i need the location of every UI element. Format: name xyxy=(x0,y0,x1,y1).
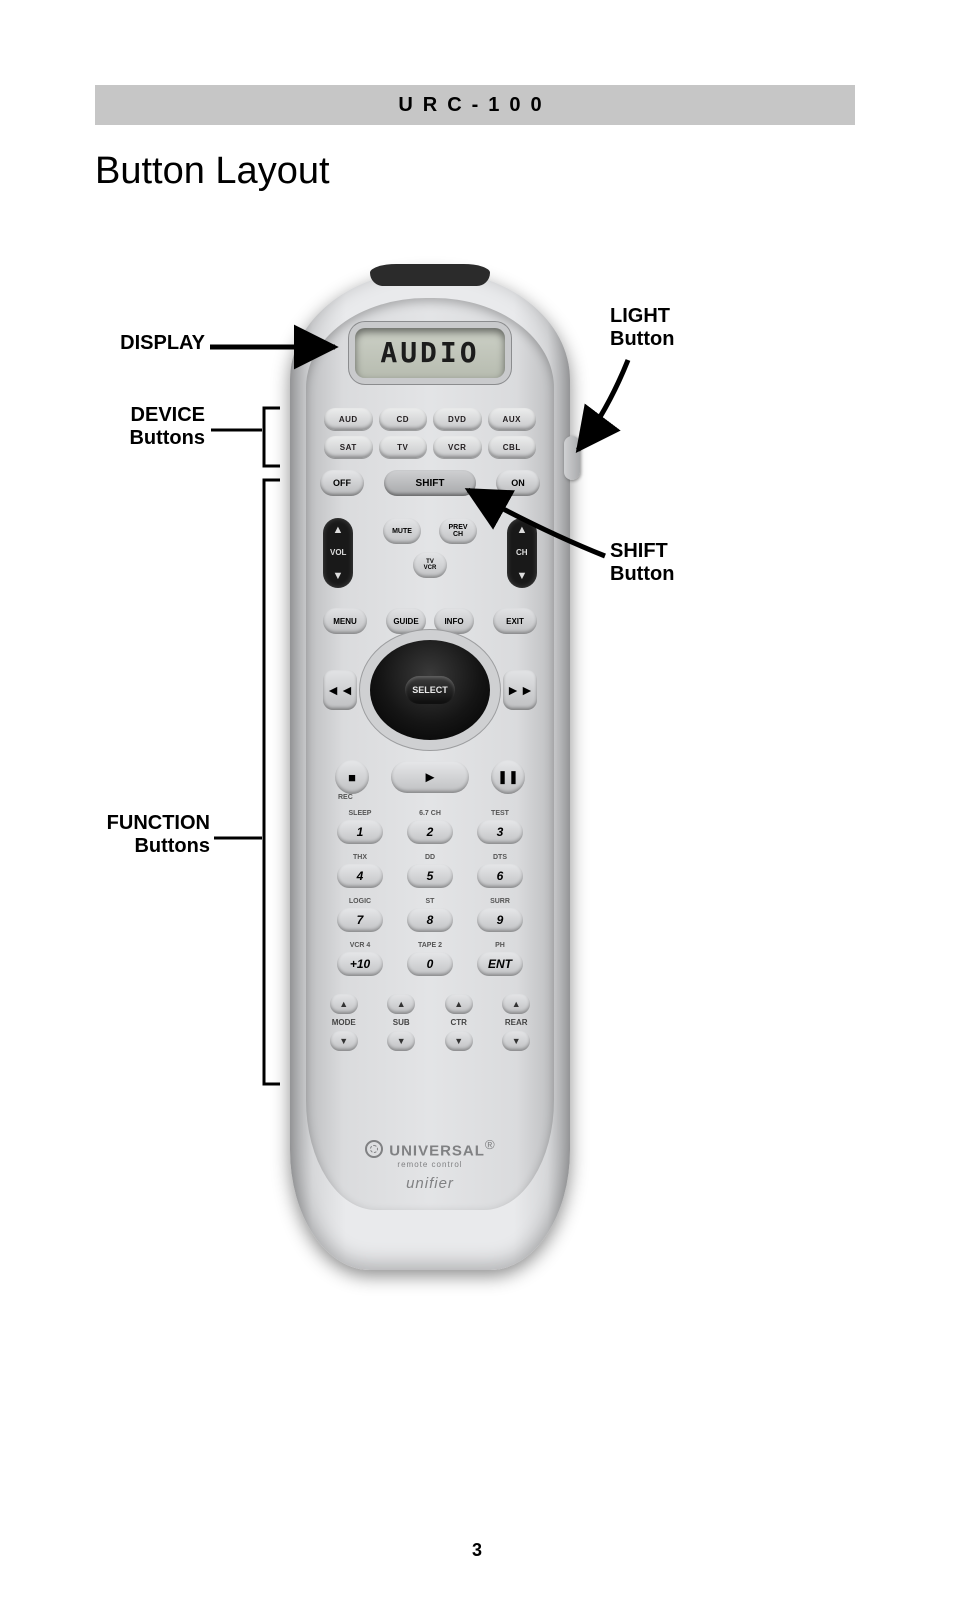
rec-label: REC xyxy=(338,794,353,801)
header-bar: URC-100 xyxy=(95,85,855,125)
stop-button[interactable]: ■ xyxy=(335,760,369,794)
device-button-grid: AUD CD DVD AUX SAT TV VCR CBL xyxy=(324,408,536,458)
sub-up[interactable]: ▲ xyxy=(387,994,415,1014)
ffwd-button[interactable]: ►► xyxy=(503,670,537,710)
brand-name: UNIVERSAL xyxy=(389,1142,485,1159)
num-4[interactable]: 4 xyxy=(337,864,383,888)
mode-down[interactable]: ▼ xyxy=(330,1031,358,1051)
num-7[interactable]: 7 xyxy=(337,908,383,932)
off-button[interactable]: OFF xyxy=(320,470,364,496)
tvvcr-button[interactable]: TV VCR xyxy=(413,552,447,578)
mode-label: MODE xyxy=(332,1018,356,1027)
sub-label: SUB xyxy=(393,1018,410,1027)
num-ent[interactable]: ENT xyxy=(477,952,523,976)
numlbl-10: VCR 4 xyxy=(350,942,371,950)
brand-model: unifier xyxy=(290,1175,570,1192)
exit-button[interactable]: EXIT xyxy=(493,608,537,634)
menu-row: MENU GUIDE INFO EXIT xyxy=(323,608,537,634)
brand-reg: ® xyxy=(485,1137,495,1152)
select-button[interactable]: SELECT xyxy=(405,676,455,704)
callout-device: DEVICE Buttons xyxy=(95,404,205,450)
guide-button[interactable]: GUIDE xyxy=(386,608,426,634)
num-6[interactable]: 6 xyxy=(477,864,523,888)
device-tv[interactable]: TV xyxy=(379,436,428,458)
brand-sub: remote control xyxy=(290,1160,570,1169)
numlbl-3: TEST xyxy=(491,810,509,818)
callout-light: LIGHT Button xyxy=(610,305,674,351)
device-aux[interactable]: AUX xyxy=(488,408,537,430)
lcd-display: AUDIO xyxy=(355,328,505,378)
num-5[interactable]: 5 xyxy=(407,864,453,888)
menu-button[interactable]: MENU xyxy=(323,608,367,634)
brand-block: UNIVERSAL® remote control unifier xyxy=(290,1137,570,1192)
mode-up[interactable]: ▲ xyxy=(330,994,358,1014)
ctr-down[interactable]: ▼ xyxy=(445,1031,473,1051)
num-plus10[interactable]: +10 xyxy=(337,952,383,976)
mute-button[interactable]: MUTE xyxy=(383,518,421,544)
device-cbl[interactable]: CBL xyxy=(488,436,537,458)
device-aud[interactable]: AUD xyxy=(324,408,373,430)
callout-function: FUNCTION Buttons xyxy=(80,812,210,858)
numpad: SLEEP 1 6.7 CH 2 TEST 3 THX 4 DD 5 DTS 6 LOGIC… xyxy=(335,810,525,976)
num-3[interactable]: 3 xyxy=(477,820,523,844)
numlbl-5: DD xyxy=(425,854,435,862)
ch-label: CH xyxy=(516,548,528,557)
rewind-button[interactable]: ◄◄ xyxy=(323,670,357,710)
ctr-up[interactable]: ▲ xyxy=(445,994,473,1014)
device-dvd[interactable]: DVD xyxy=(433,408,482,430)
page-number: 3 xyxy=(0,1540,954,1561)
callout-display: DISPLAY xyxy=(95,332,205,355)
numlbl-ent: PH xyxy=(495,942,505,950)
mode-grid: ▲ ▲ ▲ ▲ MODE SUB CTR REAR ▼ ▼ ▼ ▼ xyxy=(325,994,535,1051)
vol-label: VOL xyxy=(330,548,346,557)
info-button[interactable]: INFO xyxy=(434,608,474,634)
numlbl-2: 6.7 CH xyxy=(419,810,441,818)
num-2[interactable]: 2 xyxy=(407,820,453,844)
brand-logo-icon xyxy=(365,1140,383,1158)
numlbl-7: LOGIC xyxy=(349,898,371,906)
pause-button[interactable]: ❚❚ xyxy=(491,760,525,794)
ctr-label: CTR xyxy=(451,1018,467,1027)
num-1[interactable]: 1 xyxy=(337,820,383,844)
numlbl-1: SLEEP xyxy=(349,810,372,818)
power-row: OFF SHIFT ON xyxy=(320,470,540,496)
callout-shift: SHIFT Button xyxy=(610,540,674,586)
on-button[interactable]: ON xyxy=(496,470,540,496)
numlbl-6: DTS xyxy=(493,854,507,862)
numlbl-9: SURR xyxy=(490,898,510,906)
num-9[interactable]: 9 xyxy=(477,908,523,932)
num-0[interactable]: 0 xyxy=(407,952,453,976)
numlbl-8: ST xyxy=(426,898,435,906)
rear-label: REAR xyxy=(505,1018,528,1027)
vol-ch-row: ▲▼ VOL MUTE PREV CH TV VCR ▲▼ CH xyxy=(323,518,537,588)
mid-column: MUTE PREV CH TV VCR xyxy=(383,518,477,578)
numlbl-0: TAPE 2 xyxy=(418,942,442,950)
transport-row: ■ ► ❚❚ xyxy=(335,760,525,794)
rear-up[interactable]: ▲ xyxy=(502,994,530,1014)
rear-down[interactable]: ▼ xyxy=(502,1031,530,1051)
nav-cluster: ◄◄ ►► SELECT xyxy=(323,640,537,740)
device-vcr[interactable]: VCR xyxy=(433,436,482,458)
device-cd[interactable]: CD xyxy=(379,408,428,430)
play-button[interactable]: ► xyxy=(391,761,469,793)
remote-body: AUDIO AUD CD DVD AUX SAT TV VCR CBL OFF … xyxy=(290,270,570,1270)
nav-disk[interactable]: SELECT xyxy=(370,640,490,740)
light-button[interactable] xyxy=(564,436,580,480)
page-title: Button Layout xyxy=(95,150,330,193)
prevch-button[interactable]: PREV CH xyxy=(439,518,477,544)
sub-down[interactable]: ▼ xyxy=(387,1031,415,1051)
shift-button[interactable]: SHIFT xyxy=(384,470,476,496)
device-sat[interactable]: SAT xyxy=(324,436,373,458)
numlbl-4: THX xyxy=(353,854,367,862)
num-8[interactable]: 8 xyxy=(407,908,453,932)
